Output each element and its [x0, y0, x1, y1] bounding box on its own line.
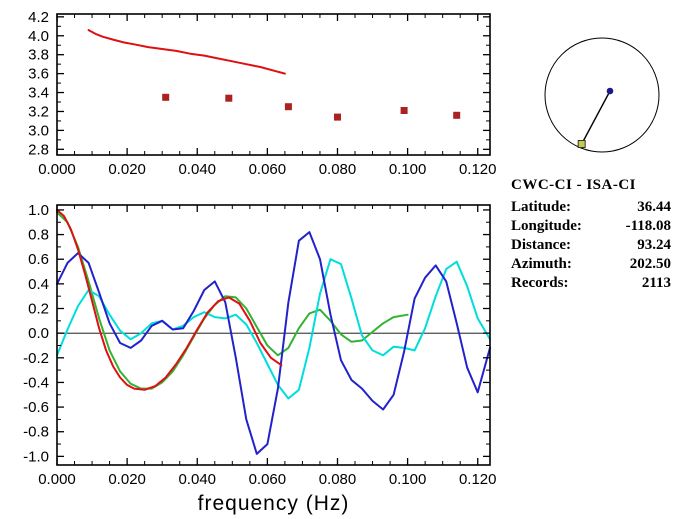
x-tick-label: 0.080 [319, 161, 357, 178]
pair-station-marker [577, 140, 586, 148]
y-tick-label: 0.0 [28, 325, 49, 342]
cyan-curve [56, 258, 491, 400]
red-square-measurement [225, 94, 233, 102]
info-row-latitude: Latitude: 36.44 [511, 198, 671, 217]
y-tick-label: 4.0 [28, 28, 49, 45]
distance-label: Distance: [511, 237, 571, 253]
info-row-distance: Distance: 93.24 [511, 236, 671, 255]
y-tick-label: 3.4 [28, 85, 49, 102]
azimuth-value: 202.50 [629, 256, 671, 272]
records-label: Records: [511, 275, 569, 291]
red-square-measurement [334, 113, 341, 121]
y-tick-label: -0.4 [23, 374, 49, 391]
info-row-longitude: Longitude: -118.08 [511, 217, 671, 236]
red-square-measurement [400, 107, 408, 114]
red-square-measurement [162, 93, 170, 101]
red-dispersion-curve [87, 29, 286, 75]
y-tick-label: -0.6 [23, 399, 49, 416]
x-tick-label: 0.080 [319, 471, 357, 488]
y-tick-label: -1.0 [23, 448, 49, 465]
info-row-azimuth: Azimuth: 202.50 [511, 255, 671, 274]
x-tick-label: 0.000 [38, 471, 76, 488]
upper-dispersion-plot: 0.000 0.020 0.040 0.060 0.080 0.100 0.120 2.8 3.… [28, 9, 496, 178]
x-tick-label: 0.100 [389, 471, 427, 488]
green-curve [56, 211, 409, 390]
info-row-records: Records: 2113 [511, 274, 671, 293]
y-tick-label: 2.8 [28, 141, 49, 158]
y-tick-label: 3.8 [28, 47, 49, 64]
station-pair-line [581, 90, 611, 145]
plot-frame [56, 204, 491, 466]
latitude-value: 36.44 [637, 199, 671, 215]
x-tick-label: 0.100 [389, 161, 427, 178]
plot-frame [56, 13, 491, 156]
longitude-value: -118.08 [625, 218, 671, 234]
x-tick-label: 0.060 [249, 471, 287, 488]
y-tick-label: 0.6 [28, 251, 49, 268]
lower-correlation-plot: 0.000 0.020 0.040 0.060 0.080 0.100 0.120 -1.0 -… [23, 202, 496, 515]
y-tick-label: 3.0 [28, 122, 49, 139]
x-tick-label: 0.120 [459, 161, 497, 178]
y-tick-label: 0.4 [28, 276, 49, 293]
x-tick-label: 0.020 [108, 471, 146, 488]
station-info-panel: CWC-CI - ISA-CI Latitude: 36.44 Longitud… [511, 177, 671, 293]
red-square-measurement [453, 111, 461, 119]
azimuth-circle [544, 37, 660, 153]
blue-curve [56, 231, 491, 455]
latitude-label: Latitude: [511, 199, 571, 215]
azimuth-label: Azimuth: [511, 256, 572, 272]
x-tick-label: 0.040 [178, 471, 216, 488]
y-tick-label: 1.0 [28, 202, 49, 219]
red-curve [56, 208, 283, 391]
x-tick-label: 0.060 [249, 161, 287, 178]
records-value: 2113 [641, 275, 671, 291]
longitude-label: Longitude: [511, 218, 582, 234]
x-tick-label: 0.020 [108, 161, 146, 178]
y-tick-label: -0.2 [23, 350, 49, 367]
station-geometry-inset [544, 37, 660, 153]
y-tick-label: -0.8 [23, 424, 49, 441]
x-tick-label: 0.000 [38, 161, 76, 178]
y-tick-label: 0.8 [28, 227, 49, 244]
x-axis-label: frequency (Hz) [198, 492, 350, 515]
red-square-measurement [284, 103, 292, 111]
y-tick-label: 4.2 [28, 9, 49, 26]
y-tick-label: 3.6 [28, 66, 49, 83]
y-tick-label: 3.2 [28, 103, 49, 120]
station-pair-title: CWC-CI - ISA-CI [511, 177, 637, 193]
x-tick-label: 0.120 [459, 471, 497, 488]
reference-station-dot [606, 87, 614, 95]
y-tick-label: 0.2 [28, 301, 49, 318]
distance-value: 93.24 [637, 237, 671, 253]
x-tick-label: 0.040 [178, 161, 216, 178]
